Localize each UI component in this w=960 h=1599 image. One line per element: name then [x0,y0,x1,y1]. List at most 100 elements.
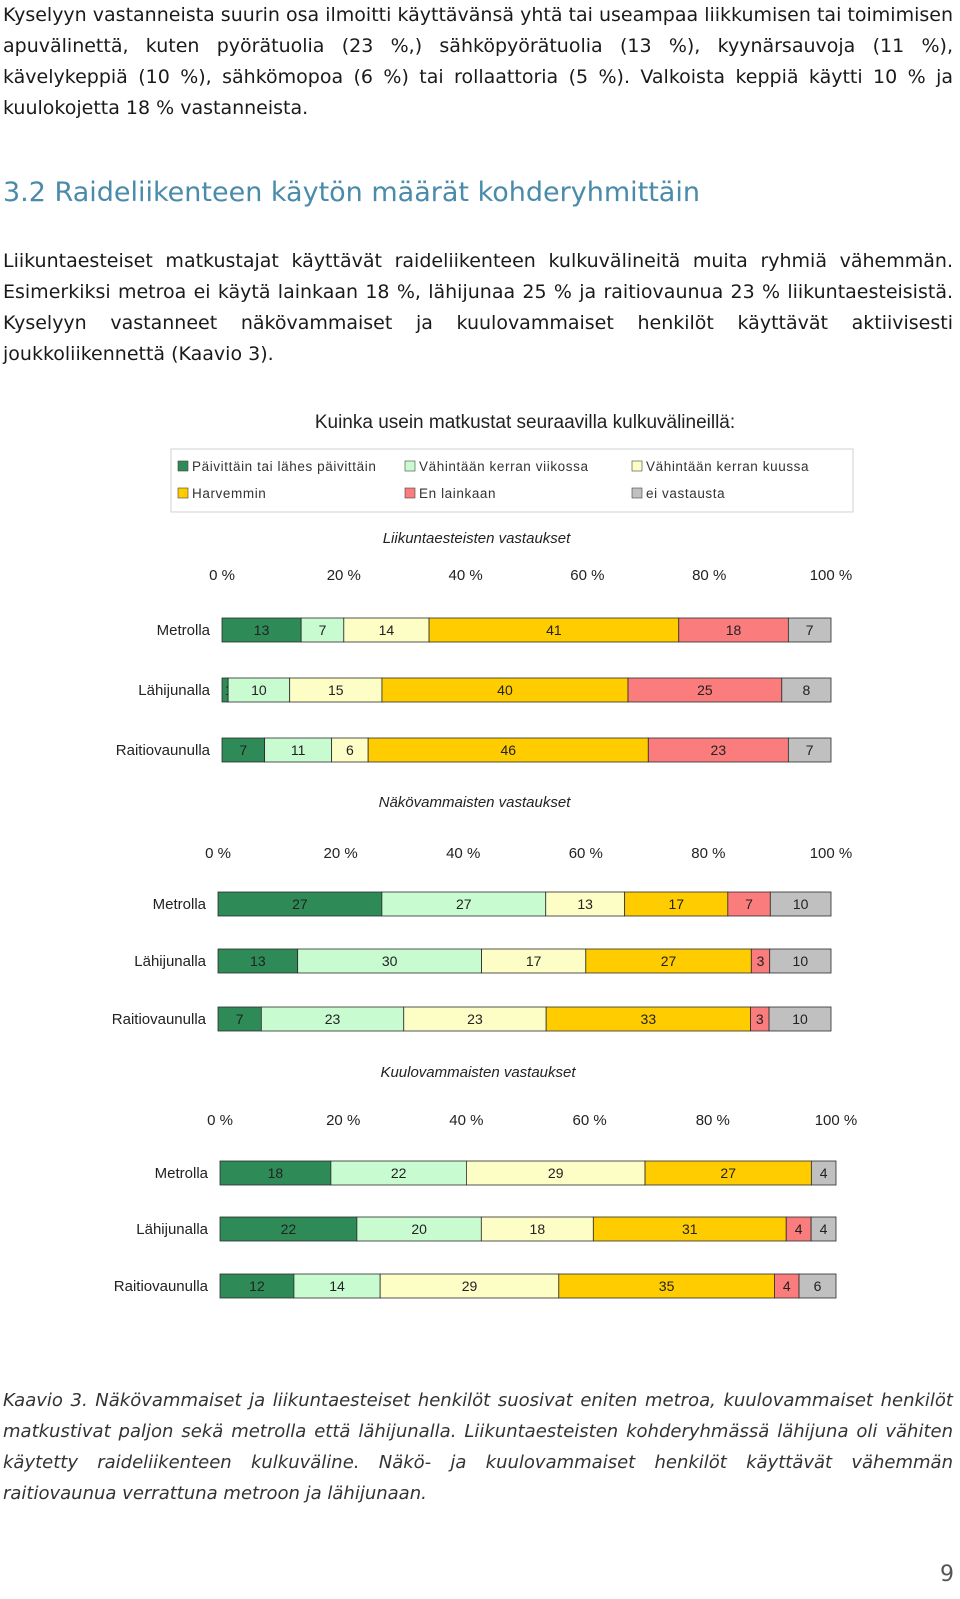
panel-1-data-label: 7 [239,742,247,758]
panel-1-data-label: 15 [328,682,344,698]
panel-1-data-label: 11 [291,742,306,758]
panel-2-bar-segment [768,1006,832,1032]
panel-2-tick-label: 40 % [446,845,480,862]
panel-3-tick-label: 100 % [815,1112,858,1129]
panel-1-data-label: 7 [806,742,814,758]
figure-caption: Kaavio 3. Näkövammaiset ja liikuntaestei… [3,1390,953,1504]
panel-3-data-label: 31 [682,1221,698,1237]
panel-2-data-label: 10 [793,953,809,969]
panel-3-data-label: 27 [720,1165,736,1181]
panel-3-data-label: 22 [281,1221,297,1237]
panel-1-data-label: 6 [346,742,354,758]
panel-2-data-label: 7 [236,1011,244,1027]
panel-1-data-label: 10 [251,682,267,698]
panel-1-tick-label: 0 % [209,567,235,584]
panel-3-category-label: Raitiovaunulla [114,1278,209,1295]
panel-3-data-label: 35 [659,1278,675,1294]
panel-3-bar-segment [810,1160,837,1186]
panel-1-tick-label: 40 % [448,567,482,584]
panel-1-data-label: 13 [254,622,270,638]
panel-1-data-label: 41 [546,622,562,638]
panel-1-data-label: 14 [379,622,395,638]
panel-3-data-label: 29 [548,1165,564,1181]
panel-3-data-label: 4 [783,1278,791,1294]
panel-1-bar-segment [787,617,832,643]
panel-1-bar-segment [428,617,680,643]
panel-3-bar-segment [644,1160,812,1186]
panel-2-tick-label: 80 % [691,845,725,862]
panel-1-data-label: 7 [806,622,814,638]
panel-2-data-label: 13 [577,896,593,912]
panel-3-data-label: 18 [268,1165,284,1181]
panel-3-bar-segment [785,1216,812,1242]
panel-2-data-label: 33 [641,1011,657,1027]
legend-label-paivittain-tai-lahes-paivittain: Päivittäin tai lähes päivittäin [192,459,376,474]
panel-1-bar-segment [289,677,383,703]
panel-2-bar-segment [217,1006,262,1032]
panel-1-bar-segment [221,617,302,643]
panel-2-category-label: Lähijunalla [134,953,206,970]
panel-3-data-label: 4 [820,1221,828,1237]
usage-frequency-chart: Kuinka usein matkustat seuraavilla kulku… [112,412,858,1299]
panel-1-title: Liikuntaesteisten vastaukset [383,530,571,547]
legend-swatch-vahintaan-kerran-viikossa [404,460,416,472]
panel-3-data-label: 20 [411,1221,427,1237]
panel-3-data-label: 4 [795,1221,803,1237]
panel-1-tick-label: 20 % [327,567,361,584]
panel-3-bar-segment [592,1216,787,1242]
panel-2-bar-segment [545,891,626,917]
panel-2-bar-segment [381,891,547,917]
panel-2-bar-segment [297,948,482,974]
panel-3-data-label: 18 [530,1221,546,1237]
panel-3-data-label: 29 [462,1278,478,1294]
body-paragraph: Liikuntaesteiset matkustajat käyttävät r… [3,250,953,365]
panel-1-bar-segment [647,737,789,763]
panel-1-data-label: 7 [319,622,327,638]
panel-3-tick-label: 0 % [207,1112,233,1129]
panel-3-bar-segment [465,1160,646,1186]
panel-3-bar-segment [480,1216,594,1242]
panel-2-data-label: 7 [745,896,753,912]
panel-2-bar-segment [769,891,832,917]
panel-3-data-label: 4 [820,1165,828,1181]
panel-2-data-label: 13 [250,953,266,969]
panel-1-tick-label: 60 % [570,567,604,584]
legend-swatch-ei-vastausta [631,487,643,499]
panel-3-tick-label: 20 % [326,1112,360,1129]
panel-3-bar-segment [356,1216,482,1242]
panel-2-data-label: 23 [467,1011,483,1027]
legend-label-vahintaan-kerran-kuussa: Vähintään kerran kuussa [646,459,809,474]
panel-2-data-label: 27 [661,953,677,969]
panel-1-bar-segment [787,737,832,763]
legend-swatch-vahintaan-kerran-kuussa [631,460,643,472]
panel-1-bar-segment [227,677,291,703]
panel-2-data-label: 3 [756,1011,764,1027]
panel-2-data-label: 17 [526,953,542,969]
panel-3-bar-segment [774,1273,800,1299]
panel-1-data-label: 46 [500,742,516,758]
panel-2-data-label: 27 [456,896,472,912]
panel-2-data-label: 23 [325,1011,341,1027]
section-heading: 3.2 Raideliikenteen käytön määrät kohder… [3,177,700,208]
panel-1-data-label: 18 [726,622,742,638]
panel-1-data-label: 8 [802,682,810,698]
legend-label-vahintaan-kerran-viikossa: Vähintään kerran viikossa [419,459,589,474]
panel-2-title: Näkövammaisten vastaukset [379,794,572,811]
panel-3-data-label: 22 [391,1165,407,1181]
panel-2-data-label: 17 [668,896,684,912]
panel-2-bar-segment [481,948,587,974]
panel-3-bar-segment [219,1160,332,1186]
legend-swatch-en-lainkaan [404,487,416,499]
panel-2-data-label: 3 [757,953,765,969]
panel-2-tick-label: 60 % [569,845,603,862]
panel-1-bar-segment [627,677,783,703]
panel-1-bar-segment [264,737,333,763]
panel-2-data-label: 27 [292,896,308,912]
panel-2-bar-segment [727,891,771,917]
panel-2-bar-segment [624,891,729,917]
panel-2-tick-label: 100 % [810,845,853,862]
legend-swatch-harvemmin [177,487,189,499]
panel-3-data-label: 12 [249,1278,265,1294]
panel-3-data-label: 14 [329,1278,345,1294]
panel-2-bar-segment [403,1006,547,1032]
